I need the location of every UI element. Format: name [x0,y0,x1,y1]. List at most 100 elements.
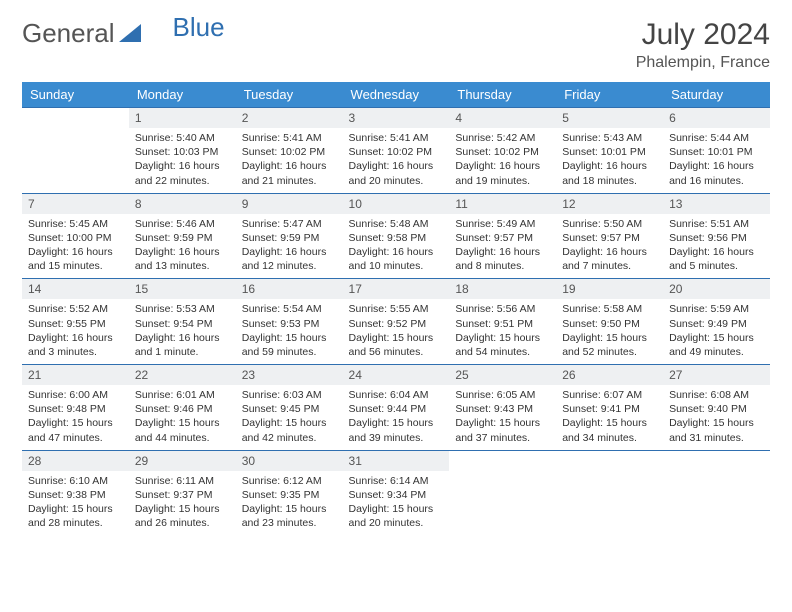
sunset-text: Sunset: 10:01 PM [669,145,764,159]
sunrise-text: Sunrise: 5:50 AM [562,217,657,231]
calendar-day-cell: 8Sunrise: 5:46 AMSunset: 9:59 PMDaylight… [129,193,236,279]
logo: General Blue [22,18,225,49]
sunset-text: Sunset: 9:51 PM [455,317,550,331]
day-body: Sunrise: 6:12 AMSunset: 9:35 PMDaylight:… [236,471,343,536]
sunrise-text: Sunrise: 5:42 AM [455,131,550,145]
calendar-day-cell: 6Sunrise: 5:44 AMSunset: 10:01 PMDayligh… [663,108,770,194]
sunset-text: Sunset: 9:59 PM [242,231,337,245]
day-body: Sunrise: 6:11 AMSunset: 9:37 PMDaylight:… [129,471,236,536]
day-number: 8 [129,194,236,214]
weekday-header: Tuesday [236,82,343,108]
weekday-header: Saturday [663,82,770,108]
day-body: Sunrise: 5:45 AMSunset: 10:00 PMDaylight… [22,214,129,279]
sunset-text: Sunset: 9:49 PM [669,317,764,331]
calendar-day-cell: 4Sunrise: 5:42 AMSunset: 10:02 PMDayligh… [449,108,556,194]
day-number: 29 [129,451,236,471]
sunrise-text: Sunrise: 6:05 AM [455,388,550,402]
sunset-text: Sunset: 9:55 PM [28,317,123,331]
sunrise-text: Sunrise: 5:44 AM [669,131,764,145]
daylight-text: Daylight: 16 hours and 3 minutes. [28,331,123,359]
sunrise-text: Sunrise: 6:12 AM [242,474,337,488]
day-body: Sunrise: 5:52 AMSunset: 9:55 PMDaylight:… [22,299,129,364]
calendar-day-cell: 13Sunrise: 5:51 AMSunset: 9:56 PMDayligh… [663,193,770,279]
daylight-text: Daylight: 15 hours and 39 minutes. [349,416,444,444]
sunset-text: Sunset: 9:50 PM [562,317,657,331]
day-body: Sunrise: 5:49 AMSunset: 9:57 PMDaylight:… [449,214,556,279]
daylight-text: Daylight: 15 hours and 59 minutes. [242,331,337,359]
sunrise-text: Sunrise: 6:14 AM [349,474,444,488]
calendar-day-cell: 15Sunrise: 5:53 AMSunset: 9:54 PMDayligh… [129,279,236,365]
logo-triangle-icon [119,18,141,49]
calendar-body: 1Sunrise: 5:40 AMSunset: 10:03 PMDayligh… [22,108,770,536]
sunrise-text: Sunrise: 6:10 AM [28,474,123,488]
day-body: Sunrise: 5:41 AMSunset: 10:02 PMDaylight… [343,128,450,193]
daylight-text: Daylight: 16 hours and 7 minutes. [562,245,657,273]
daylight-text: Daylight: 15 hours and 31 minutes. [669,416,764,444]
sunset-text: Sunset: 9:54 PM [135,317,230,331]
sunset-text: Sunset: 9:57 PM [455,231,550,245]
day-body: Sunrise: 6:01 AMSunset: 9:46 PMDaylight:… [129,385,236,450]
calendar-day-cell: 17Sunrise: 5:55 AMSunset: 9:52 PMDayligh… [343,279,450,365]
daylight-text: Daylight: 16 hours and 20 minutes. [349,159,444,187]
daylight-text: Daylight: 15 hours and 44 minutes. [135,416,230,444]
day-body: Sunrise: 5:41 AMSunset: 10:02 PMDaylight… [236,128,343,193]
daylight-text: Daylight: 16 hours and 18 minutes. [562,159,657,187]
day-body: Sunrise: 6:08 AMSunset: 9:40 PMDaylight:… [663,385,770,450]
day-number: 11 [449,194,556,214]
daylight-text: Daylight: 16 hours and 16 minutes. [669,159,764,187]
sunset-text: Sunset: 10:02 PM [349,145,444,159]
daylight-text: Daylight: 16 hours and 8 minutes. [455,245,550,273]
calendar-day-cell: 31Sunrise: 6:14 AMSunset: 9:34 PMDayligh… [343,450,450,535]
calendar-week-row: 14Sunrise: 5:52 AMSunset: 9:55 PMDayligh… [22,279,770,365]
calendar-day-cell: 24Sunrise: 6:04 AMSunset: 9:44 PMDayligh… [343,365,450,451]
sunrise-text: Sunrise: 6:07 AM [562,388,657,402]
calendar-day-cell: 26Sunrise: 6:07 AMSunset: 9:41 PMDayligh… [556,365,663,451]
day-body: Sunrise: 5:55 AMSunset: 9:52 PMDaylight:… [343,299,450,364]
day-number: 13 [663,194,770,214]
day-number: 2 [236,108,343,128]
daylight-text: Daylight: 16 hours and 15 minutes. [28,245,123,273]
day-number: 27 [663,365,770,385]
daylight-text: Daylight: 15 hours and 28 minutes. [28,502,123,530]
calendar-table: SundayMondayTuesdayWednesdayThursdayFrid… [22,82,770,535]
day-body: Sunrise: 5:58 AMSunset: 9:50 PMDaylight:… [556,299,663,364]
daylight-text: Daylight: 15 hours and 49 minutes. [669,331,764,359]
day-number: 5 [556,108,663,128]
sunset-text: Sunset: 10:02 PM [455,145,550,159]
day-body: Sunrise: 6:00 AMSunset: 9:48 PMDaylight:… [22,385,129,450]
daylight-text: Daylight: 16 hours and 21 minutes. [242,159,337,187]
day-number: 12 [556,194,663,214]
sunset-text: Sunset: 9:34 PM [349,488,444,502]
sunrise-text: Sunrise: 5:56 AM [455,302,550,316]
sunrise-text: Sunrise: 5:53 AM [135,302,230,316]
day-number: 7 [22,194,129,214]
daylight-text: Daylight: 15 hours and 47 minutes. [28,416,123,444]
day-number: 15 [129,279,236,299]
day-body: Sunrise: 5:59 AMSunset: 9:49 PMDaylight:… [663,299,770,364]
day-number: 16 [236,279,343,299]
day-number: 19 [556,279,663,299]
calendar-day-cell: 23Sunrise: 6:03 AMSunset: 9:45 PMDayligh… [236,365,343,451]
day-body: Sunrise: 5:47 AMSunset: 9:59 PMDaylight:… [236,214,343,279]
sunrise-text: Sunrise: 5:46 AM [135,217,230,231]
daylight-text: Daylight: 16 hours and 10 minutes. [349,245,444,273]
daylight-text: Daylight: 16 hours and 12 minutes. [242,245,337,273]
weekday-header: Sunday [22,82,129,108]
sunrise-text: Sunrise: 5:59 AM [669,302,764,316]
daylight-text: Daylight: 16 hours and 5 minutes. [669,245,764,273]
day-body: Sunrise: 5:48 AMSunset: 9:58 PMDaylight:… [343,214,450,279]
sunrise-text: Sunrise: 5:55 AM [349,302,444,316]
day-body: Sunrise: 5:51 AMSunset: 9:56 PMDaylight:… [663,214,770,279]
daylight-text: Daylight: 15 hours and 37 minutes. [455,416,550,444]
daylight-text: Daylight: 15 hours and 56 minutes. [349,331,444,359]
title-block: July 2024 Phalempin, France [636,18,770,72]
sunset-text: Sunset: 9:56 PM [669,231,764,245]
day-number: 14 [22,279,129,299]
day-body: Sunrise: 6:05 AMSunset: 9:43 PMDaylight:… [449,385,556,450]
sunset-text: Sunset: 9:41 PM [562,402,657,416]
sunrise-text: Sunrise: 5:43 AM [562,131,657,145]
sunrise-text: Sunrise: 5:40 AM [135,131,230,145]
daylight-text: Daylight: 15 hours and 42 minutes. [242,416,337,444]
day-body: Sunrise: 6:07 AMSunset: 9:41 PMDaylight:… [556,385,663,450]
calendar-day-cell: 9Sunrise: 5:47 AMSunset: 9:59 PMDaylight… [236,193,343,279]
